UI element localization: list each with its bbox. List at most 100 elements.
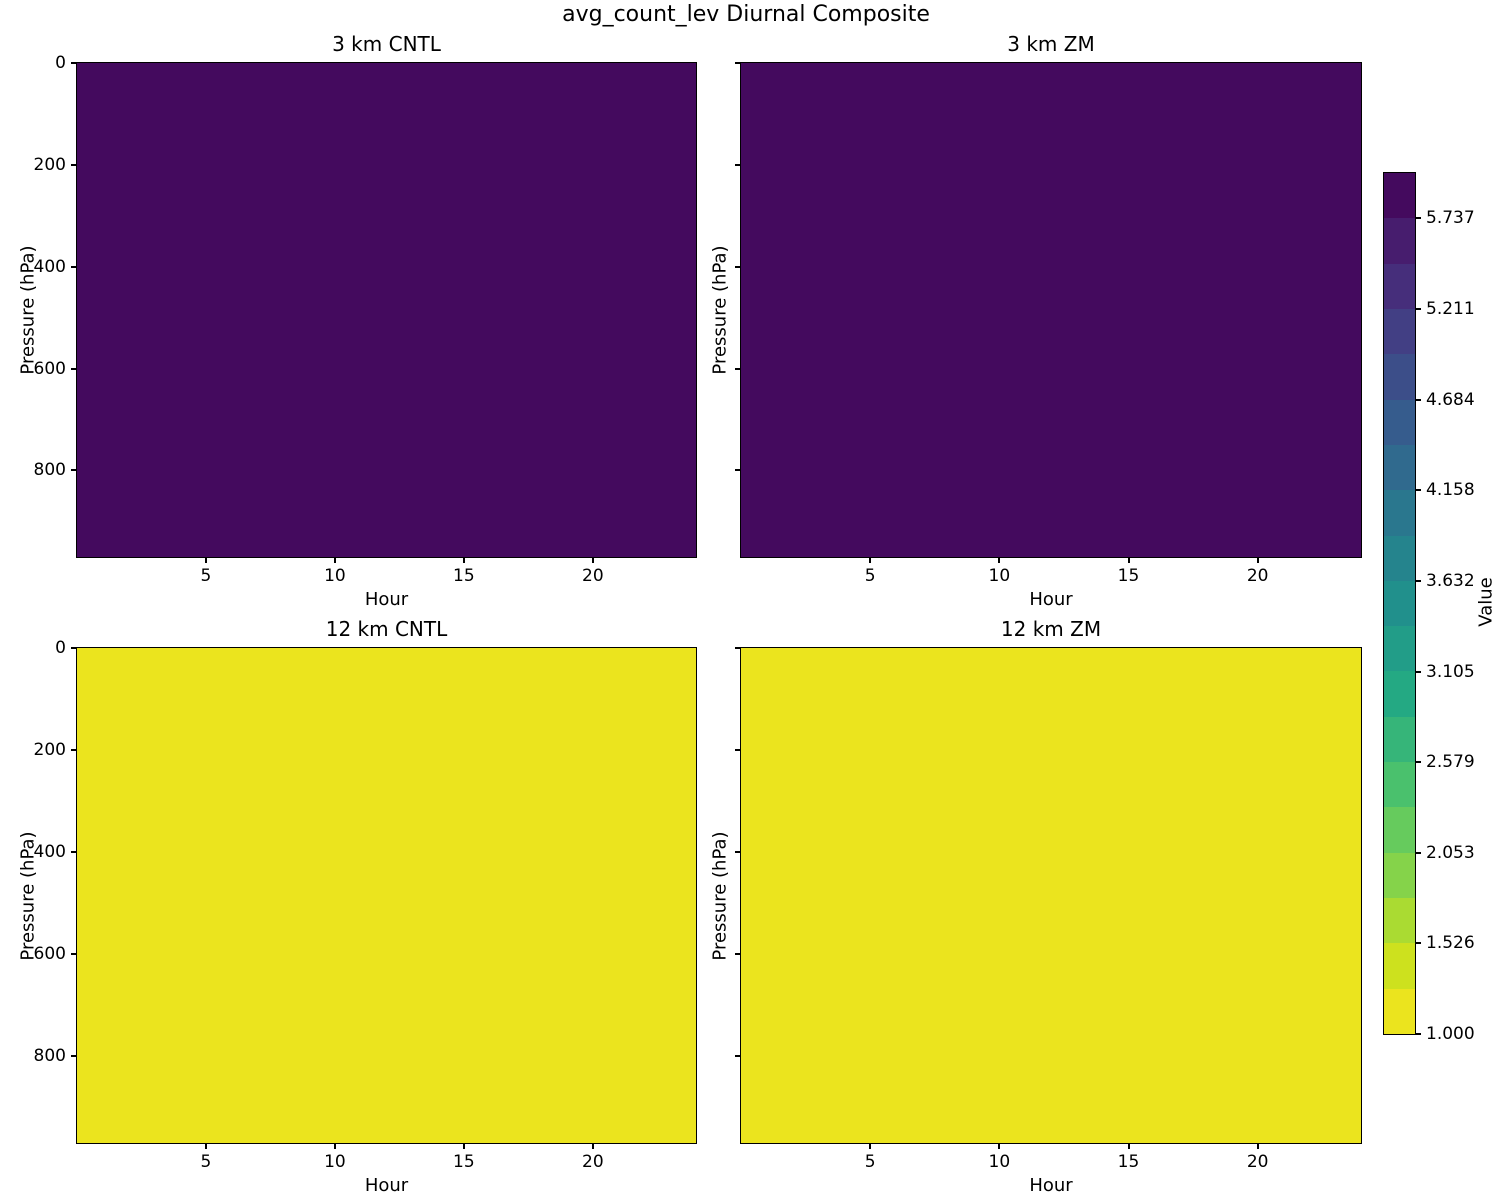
colorbar-segment — [1384, 218, 1415, 264]
colorbar-tick-mark — [1415, 942, 1421, 945]
colorbar-tick-label: 1.526 — [1426, 933, 1475, 954]
x-tick-mark — [204, 557, 207, 563]
y-tick-mark — [735, 62, 741, 64]
colorbar-tick-label: 2.579 — [1426, 752, 1475, 773]
colorbar-segment — [1384, 580, 1415, 627]
y-tick-mark — [71, 953, 77, 956]
y-tick-mark — [735, 851, 741, 854]
colorbar-tick-label: 2.053 — [1426, 842, 1475, 863]
colorbar-tick-mark — [1415, 307, 1421, 310]
x-tick-mark — [462, 1143, 465, 1149]
x-axis-label: Hour — [364, 1175, 409, 1196]
y-tick-mark — [735, 163, 741, 166]
y-tick-mark — [735, 469, 741, 472]
colorbar-segment — [1384, 807, 1415, 853]
x-tick-mark — [998, 1143, 1001, 1149]
colorbar-segment — [1384, 943, 1415, 989]
x-tick-label: 10 — [988, 1152, 1011, 1172]
x-tick-label: 10 — [324, 566, 346, 586]
y-tick-label: 800 — [33, 460, 66, 481]
heatmap-panel-12km-cntl: 12 km CNTL Hour Pressure (hPa) 5 10 15 20 0 2… — [18, 617, 697, 1196]
colorbar: 5.737 5.211 4.684 4.158 3.632 3.105 2.579 2.053… — [1383, 172, 1475, 1044]
heatmap-fill — [741, 63, 1361, 557]
y-tick-mark — [735, 749, 741, 752]
x-tick-label: 5 — [200, 1152, 212, 1172]
x-tick-mark — [1256, 557, 1259, 563]
colorbar-segment — [1384, 898, 1415, 944]
colorbar-tick-mark — [1415, 851, 1421, 854]
colorbar-segment — [1384, 535, 1415, 581]
heatmap-panel-12km-zm: 12 km ZM Hour Pressure (hPa) 5 10 15 20 — [710, 617, 1362, 1196]
x-tick-mark — [204, 1143, 207, 1149]
x-tick-label: 15 — [453, 566, 475, 586]
x-tick-label: 20 — [1246, 566, 1269, 586]
colorbar-tick-label: 5.211 — [1426, 298, 1475, 319]
colorbar-segment — [1384, 444, 1415, 491]
x-tick-label: 20 — [582, 566, 604, 586]
colorbar-segment — [1384, 626, 1415, 672]
x-tick-label: 10 — [324, 1152, 346, 1172]
x-tick-label: 5 — [200, 566, 212, 586]
colorbar-tick-label: 3.632 — [1426, 570, 1475, 591]
colorbar-segment — [1384, 354, 1415, 400]
x-tick-mark — [869, 1143, 872, 1149]
y-tick-mark — [735, 367, 741, 370]
colorbar-segment — [1384, 173, 1415, 219]
x-tick-mark — [333, 557, 336, 563]
y-tick-mark — [71, 163, 77, 166]
y-tick-label: 0 — [55, 53, 66, 73]
y-tick-mark — [71, 367, 77, 370]
colorbar-tick-label: 3.105 — [1426, 661, 1475, 682]
x-axis-label: Hour — [1029, 589, 1073, 610]
colorbar-segment — [1384, 988, 1415, 1034]
y-tick-label: 400 — [33, 842, 66, 863]
x-tick-mark — [333, 1143, 336, 1149]
y-tick-label: 200 — [33, 740, 66, 761]
colorbar-tick-mark — [1415, 398, 1421, 401]
colorbar-tick-mark — [1415, 489, 1421, 492]
y-tick-mark — [71, 469, 77, 472]
colorbar-segment — [1384, 716, 1415, 763]
colorbar-tick-mark — [1415, 1033, 1421, 1035]
colorbar-segment — [1384, 399, 1415, 445]
y-tick-mark — [735, 647, 741, 649]
colorbar-segment — [1384, 263, 1415, 309]
panel-title: 12 km ZM — [1000, 617, 1102, 641]
y-tick-mark — [735, 265, 741, 268]
x-tick-mark — [591, 1143, 594, 1149]
colorbar-segment — [1384, 762, 1415, 808]
y-tick-label: 0 — [55, 638, 66, 658]
y-tick-mark — [71, 1055, 77, 1058]
panel-title: 3 km ZM — [1007, 32, 1095, 56]
y-tick-mark — [71, 647, 77, 649]
x-tick-label: 15 — [1117, 1152, 1140, 1172]
y-tick-mark — [735, 953, 741, 956]
x-tick-mark — [591, 557, 594, 563]
y-tick-mark — [71, 62, 77, 64]
colorbar-tick-mark — [1415, 670, 1421, 673]
x-tick-mark — [462, 557, 465, 563]
heatmap-fill — [77, 63, 696, 557]
x-tick-label: 15 — [1117, 566, 1140, 586]
heatmap-fill — [741, 648, 1361, 1143]
colorbar-tick-mark — [1415, 761, 1421, 764]
panel-title: 3 km CNTL — [332, 32, 441, 56]
colorbar-tick-mark — [1415, 217, 1421, 220]
x-tick-label: 10 — [988, 566, 1011, 586]
y-tick-label: 400 — [33, 256, 66, 277]
y-tick-mark — [71, 851, 77, 854]
x-tick-mark — [998, 557, 1001, 563]
y-tick-label: 600 — [33, 358, 66, 379]
x-tick-label: 20 — [582, 1152, 604, 1172]
heatmap-panel-3km-zm: 3 km ZM Hour Pressure (hPa) 5 10 15 20 — [710, 32, 1362, 610]
y-tick-label: 800 — [33, 1046, 66, 1067]
panel-title: 12 km CNTL — [325, 617, 448, 641]
x-tick-mark — [1127, 557, 1130, 563]
colorbar-tick-mark — [1415, 579, 1421, 582]
colorbar-segment — [1384, 671, 1415, 717]
x-tick-label: 5 — [864, 1152, 876, 1172]
colorbar-label: Value — [1475, 577, 1497, 627]
x-tick-label: 5 — [864, 566, 876, 586]
y-axis-label: Pressure (hPa) — [709, 245, 731, 375]
